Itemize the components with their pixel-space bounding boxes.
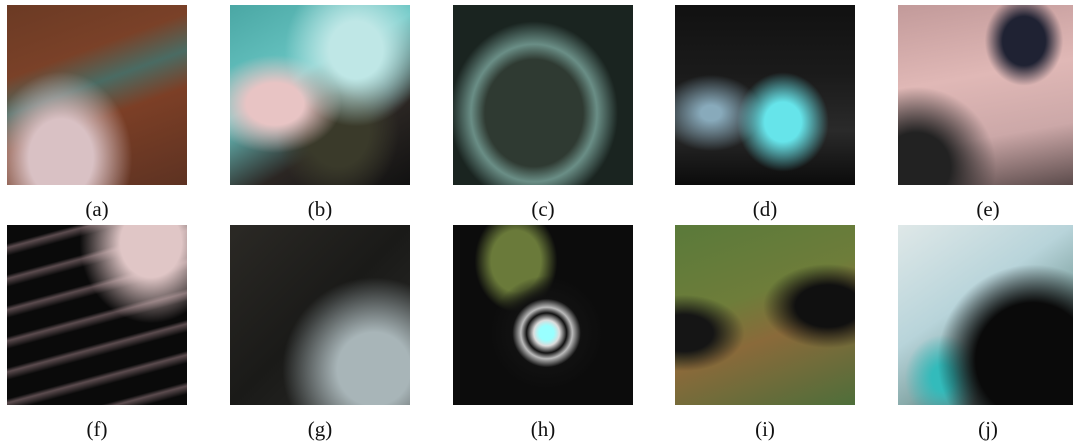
panel-label: (h): [453, 417, 633, 442]
panel-label: (d): [675, 197, 855, 222]
satellite-image: [675, 5, 855, 185]
satellite-image: [675, 225, 855, 405]
satellite-image: [898, 5, 1073, 185]
panel-label: (i): [675, 417, 855, 442]
satellite-image: [453, 5, 633, 185]
panel-label: (e): [898, 197, 1073, 222]
panel-label: (a): [7, 197, 187, 222]
panel-label: (j): [898, 417, 1073, 442]
panel-label: (c): [453, 197, 633, 222]
satellite-image: [453, 225, 633, 405]
satellite-image: [230, 225, 410, 405]
satellite-image: [230, 5, 410, 185]
satellite-image: [7, 5, 187, 185]
figure: (a) (b) (c) (d) (e) (f) (g) (h) (i) (j): [0, 0, 1073, 445]
panel-label: (g): [230, 417, 410, 442]
satellite-image: [898, 225, 1073, 405]
panel-label: (f): [7, 417, 187, 442]
panel-label: (b): [230, 197, 410, 222]
satellite-image: [7, 225, 187, 405]
